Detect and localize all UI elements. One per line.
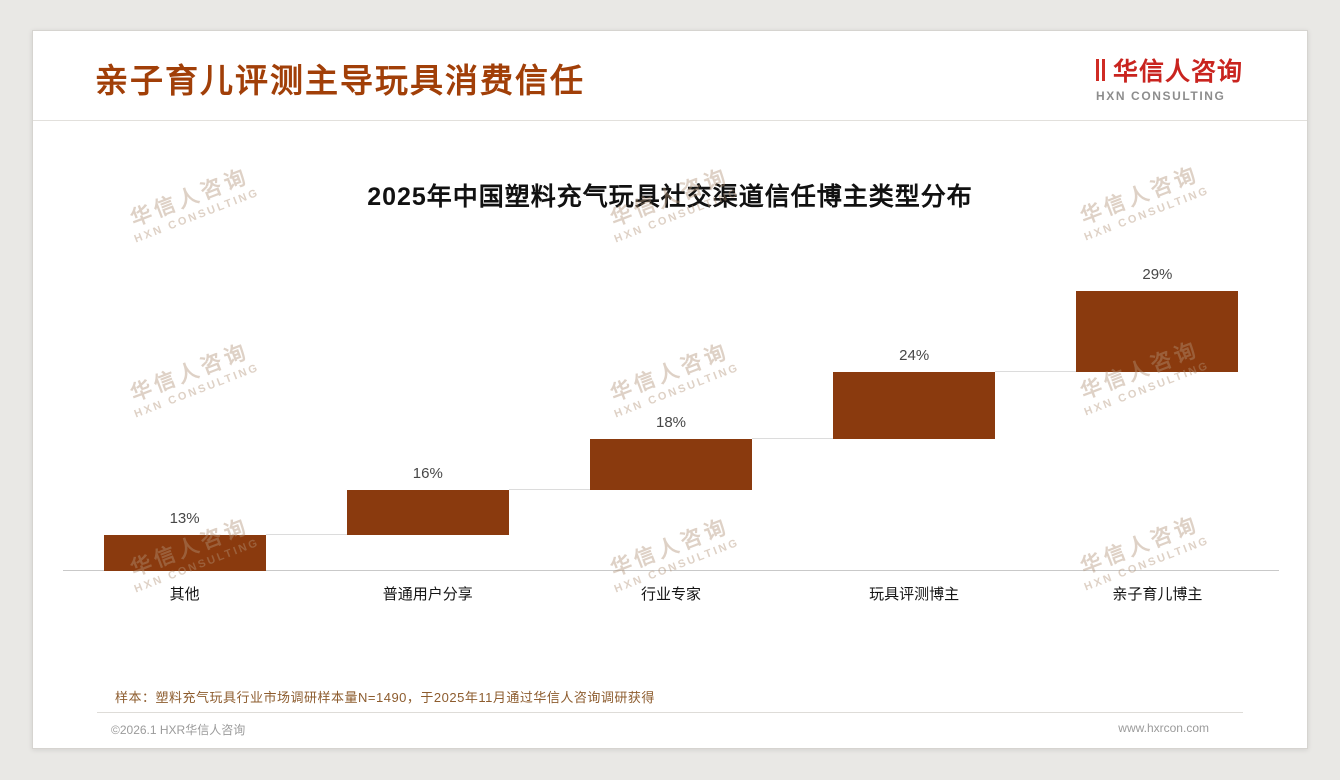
sample-footnote: 样本：塑料充气玩具行业市场调研样本量N=1490，于2025年11月通过华信人咨… xyxy=(115,690,655,705)
bar-value-label: 13% xyxy=(169,509,200,527)
category-label: 亲子育儿博主 xyxy=(1112,586,1203,603)
slide-header: 亲子育儿评测主导玩具消费信任 华信人咨询 HXN CONSULTING xyxy=(33,31,1307,121)
chart-bar xyxy=(346,489,509,535)
chart-title: 2025年中国塑料充气玩具社交渠道信任博主类型分布 xyxy=(367,183,973,211)
chart-baseline xyxy=(63,570,1279,571)
bar-value-label: 18% xyxy=(655,414,687,432)
website-url: www.hxrcon.com xyxy=(1118,721,1209,735)
copyright-text: ©2026.1 HXR华信人咨询 xyxy=(111,723,246,737)
page-title: 亲子育儿评测主导玩具消费信任 xyxy=(95,61,585,99)
chart-bar xyxy=(833,372,996,440)
chart-bar xyxy=(590,439,752,490)
chart-bar xyxy=(1076,291,1239,373)
brand-name-cn: 华信人咨询 xyxy=(1112,58,1243,86)
brand-logo: 华信人咨询 HXN CONSULTING xyxy=(1095,52,1243,103)
category-label: 其他 xyxy=(169,586,200,603)
chart-bar xyxy=(103,534,266,571)
footer-divider xyxy=(97,712,1243,713)
brand-name-en: HXN CONSULTING xyxy=(1095,89,1226,103)
brand-logo-icon xyxy=(1095,58,1107,82)
bar-value-label: 24% xyxy=(899,347,930,365)
category-label: 普通用户分享 xyxy=(382,586,473,603)
bar-value-label: 29% xyxy=(1142,266,1173,283)
category-label: 行业专家 xyxy=(640,586,701,603)
category-label: 玩具评测博主 xyxy=(869,586,960,603)
bar-value-label: 16% xyxy=(412,464,443,482)
step-bar-chart: 13% 其他 16% 普通用户分享 18% 行业专家 24% 玩具评测博主 29% 亲子育儿博主 xyxy=(63,251,1279,603)
slide-card: 亲子育儿评测主导玩具消费信任 华信人咨询 HXN CONSULTING 2025… xyxy=(32,30,1308,749)
